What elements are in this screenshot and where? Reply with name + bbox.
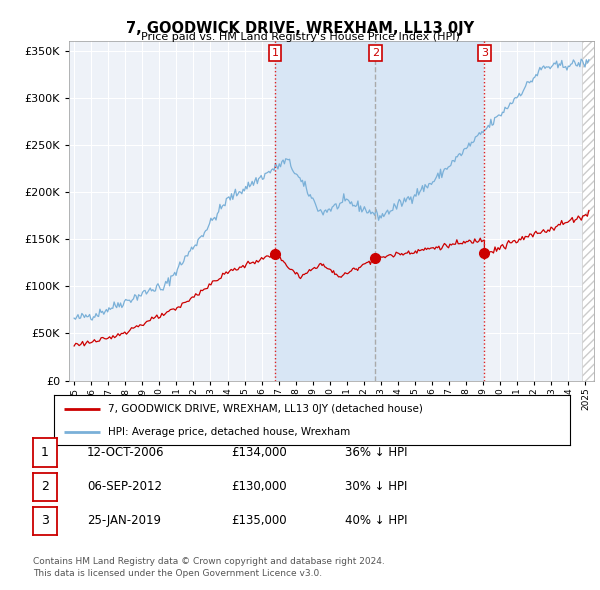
Text: 12-OCT-2006: 12-OCT-2006 xyxy=(87,446,164,459)
Text: 3: 3 xyxy=(41,514,49,527)
Bar xyxy=(582,41,600,381)
Text: 40% ↓ HPI: 40% ↓ HPI xyxy=(345,514,407,527)
Text: 1: 1 xyxy=(41,446,49,459)
Text: 06-SEP-2012: 06-SEP-2012 xyxy=(87,480,162,493)
Text: 2: 2 xyxy=(372,48,379,58)
Text: 1: 1 xyxy=(272,48,278,58)
Text: £134,000: £134,000 xyxy=(231,446,287,459)
Text: 30% ↓ HPI: 30% ↓ HPI xyxy=(345,480,407,493)
Text: Contains HM Land Registry data © Crown copyright and database right 2024.: Contains HM Land Registry data © Crown c… xyxy=(33,558,385,566)
Text: HPI: Average price, detached house, Wrexham: HPI: Average price, detached house, Wrex… xyxy=(108,427,350,437)
Text: £135,000: £135,000 xyxy=(231,514,287,527)
Text: 7, GOODWICK DRIVE, WREXHAM, LL13 0JY: 7, GOODWICK DRIVE, WREXHAM, LL13 0JY xyxy=(126,21,474,35)
Text: 3: 3 xyxy=(481,48,488,58)
Text: 25-JAN-2019: 25-JAN-2019 xyxy=(87,514,161,527)
Text: £130,000: £130,000 xyxy=(231,480,287,493)
Text: This data is licensed under the Open Government Licence v3.0.: This data is licensed under the Open Gov… xyxy=(33,569,322,578)
Bar xyxy=(275,41,484,381)
Text: 36% ↓ HPI: 36% ↓ HPI xyxy=(345,446,407,459)
Text: Price paid vs. HM Land Registry's House Price Index (HPI): Price paid vs. HM Land Registry's House … xyxy=(140,32,460,42)
Text: 2: 2 xyxy=(41,480,49,493)
Text: 7, GOODWICK DRIVE, WREXHAM, LL13 0JY (detached house): 7, GOODWICK DRIVE, WREXHAM, LL13 0JY (de… xyxy=(108,404,423,414)
